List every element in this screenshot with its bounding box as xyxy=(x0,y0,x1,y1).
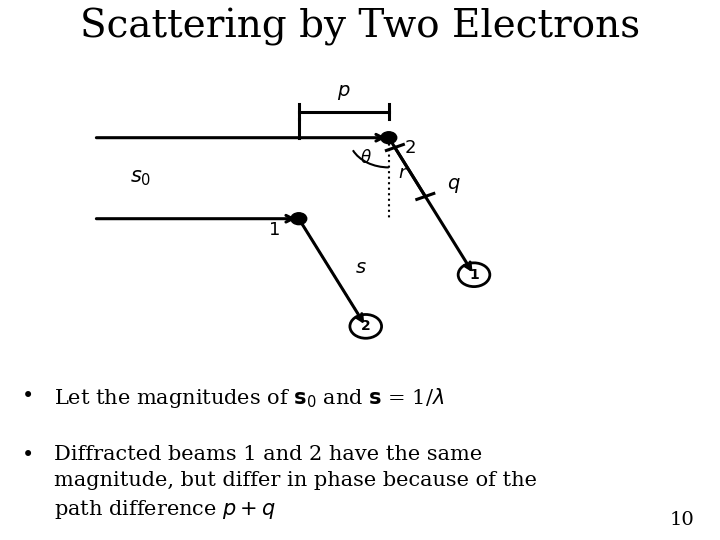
Text: $s_0$: $s_0$ xyxy=(130,168,151,188)
Text: 10: 10 xyxy=(670,511,695,529)
Text: 1: 1 xyxy=(269,221,281,239)
Text: Diffracted beams 1 and 2 have the same
magnitude, but differ in phase because of: Diffracted beams 1 and 2 have the same m… xyxy=(54,446,537,521)
Circle shape xyxy=(291,213,307,225)
Text: $s$: $s$ xyxy=(355,258,367,276)
Text: $q$: $q$ xyxy=(447,176,461,195)
Text: 1: 1 xyxy=(469,268,479,282)
Text: 2: 2 xyxy=(361,319,371,333)
Text: •: • xyxy=(22,386,34,406)
Text: 2: 2 xyxy=(405,139,416,157)
Circle shape xyxy=(381,132,397,144)
Text: $\theta$: $\theta$ xyxy=(360,149,372,167)
Text: $r$: $r$ xyxy=(398,164,408,182)
Text: •: • xyxy=(22,446,34,465)
Text: Scattering by Two Electrons: Scattering by Two Electrons xyxy=(80,8,640,46)
Text: Let the magnitudes of $\mathbf{s}_0$ and $\mathbf{s}$ = 1/$\lambda$: Let the magnitudes of $\mathbf{s}_0$ and… xyxy=(54,386,444,410)
Text: $p$: $p$ xyxy=(337,83,351,102)
